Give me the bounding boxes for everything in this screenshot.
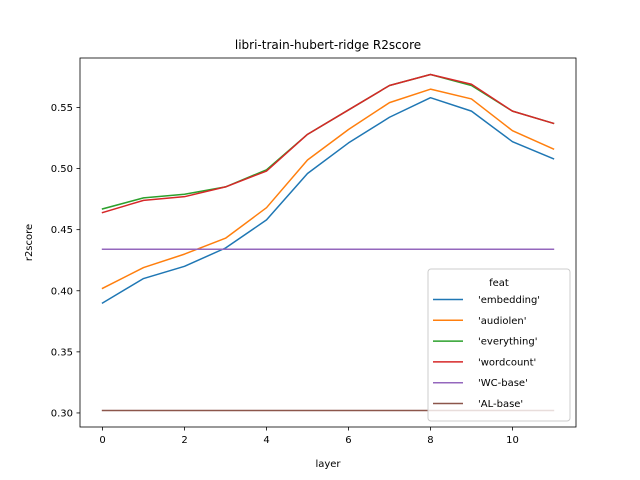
series-line-wordcount	[101, 73, 555, 214]
x-tick-label: 4	[263, 435, 269, 446]
plot-frame	[79, 57, 577, 428]
legend-entries: 'embedding' 'audiolen' 'everything' 'wordco…	[433, 295, 540, 410]
y-axis: 0.30 0.35 0.40 0.45 0.50 0.55	[51, 103, 80, 419]
legend-box	[427, 268, 571, 422]
x-axis-label: layer	[315, 459, 341, 470]
x-tick-label: 2	[181, 435, 187, 446]
legend-title: feat	[489, 278, 509, 289]
x-axis: 0 2 4 6 8 10	[99, 427, 519, 446]
x-tick-label: 6	[345, 435, 351, 446]
legend-label-wordcount: 'wordcount'	[478, 357, 536, 368]
legend-label-embedding: 'embedding'	[478, 295, 540, 306]
y-tick-label: 0.35	[51, 347, 73, 358]
chart-title: libri-train-hubert-ridge R2score	[235, 38, 421, 52]
x-tick-label: 10	[506, 435, 519, 446]
y-axis-label: r2score	[24, 224, 35, 261]
legend-label-wc-base: 'WC-base'	[478, 378, 528, 389]
legend-label-al-base: 'AL-base'	[478, 399, 523, 410]
y-tick-label: 0.45	[51, 225, 73, 236]
x-tick-label: 0	[99, 435, 105, 446]
y-tick-label: 0.40	[51, 286, 73, 297]
y-tick-label: 0.55	[51, 103, 73, 114]
x-tick-label: 8	[427, 435, 433, 446]
legend-label-everything: 'everything'	[478, 337, 537, 348]
y-tick-label: 0.50	[51, 164, 73, 175]
series-line-embedding	[101, 96, 555, 305]
legend-label-audiolen: 'audiolen'	[478, 316, 526, 327]
legend: feat 'embedding' 'audiolen' 'everything' 'w…	[427, 268, 571, 422]
y-tick-label: 0.30	[51, 408, 73, 419]
series-line-audiolen	[101, 88, 555, 290]
